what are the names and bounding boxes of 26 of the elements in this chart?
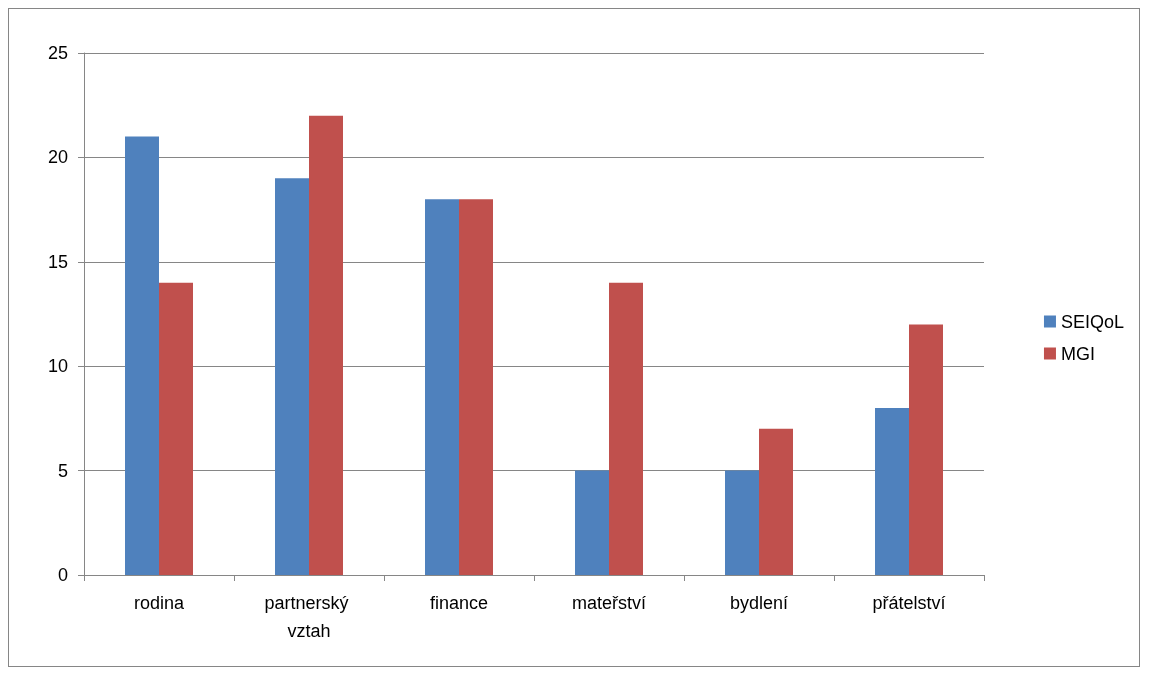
legend-label: MGI	[1060, 343, 1095, 364]
x-tick-label: rodina	[133, 593, 185, 613]
legend-label: SEIQoL	[1060, 311, 1125, 332]
x-tick-label: finance	[429, 593, 489, 613]
bar	[309, 115, 343, 575]
y-tick-label: 5	[57, 460, 68, 481]
bar	[159, 282, 193, 575]
x-tick-label: bydlení	[729, 593, 789, 613]
bar	[275, 178, 309, 575]
x-tick-label: partnerský vztah	[264, 593, 354, 641]
bar	[125, 136, 159, 575]
x-tick-label: mateřství	[571, 593, 647, 613]
y-tick-label: 25	[47, 43, 68, 63]
bar	[875, 407, 909, 575]
y-tick-label: 20	[47, 147, 68, 168]
bar	[609, 282, 643, 575]
y-tick-label: 0	[57, 565, 68, 585]
y-tick-label: 15	[47, 251, 68, 272]
y-tick-label: 10	[47, 356, 68, 377]
bar	[759, 428, 793, 575]
bar	[459, 199, 493, 575]
bar	[575, 470, 609, 575]
bar	[425, 199, 459, 575]
bar	[725, 470, 759, 575]
bar	[909, 324, 943, 575]
x-tick-label: přátelství	[872, 593, 946, 613]
